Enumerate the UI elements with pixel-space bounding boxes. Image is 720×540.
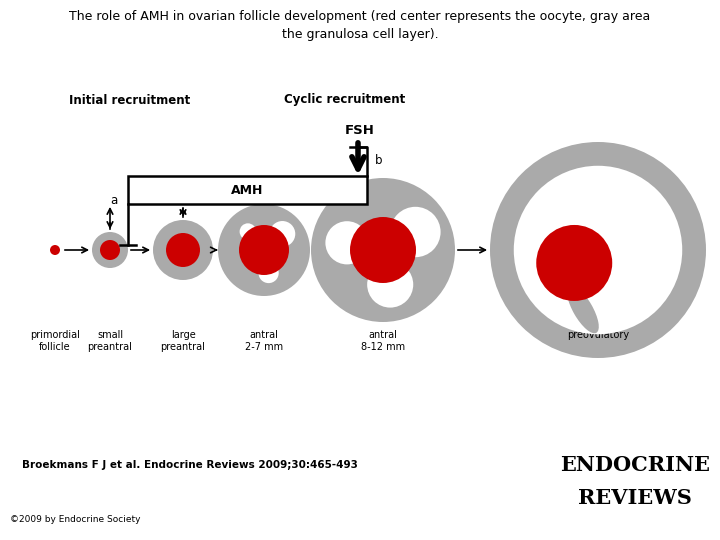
Circle shape <box>367 261 413 308</box>
Circle shape <box>239 225 289 275</box>
Text: Cyclic recruitment: Cyclic recruitment <box>284 93 405 106</box>
Circle shape <box>153 220 213 280</box>
Text: ENDOCRINE: ENDOCRINE <box>560 455 710 475</box>
Circle shape <box>258 263 279 283</box>
Text: REVIEWS: REVIEWS <box>578 488 692 508</box>
Text: antral
2-7 mm: antral 2-7 mm <box>245 330 283 353</box>
Circle shape <box>92 232 128 268</box>
Circle shape <box>311 178 455 322</box>
Circle shape <box>218 204 310 296</box>
Bar <box>128 176 367 204</box>
Text: primordial
follicle: primordial follicle <box>30 330 80 353</box>
Text: small
preantral: small preantral <box>88 330 132 353</box>
Circle shape <box>100 240 120 260</box>
Circle shape <box>50 245 60 255</box>
Text: the granulosa cell layer).: the granulosa cell layer). <box>282 28 438 41</box>
Circle shape <box>540 228 609 298</box>
Circle shape <box>325 221 369 265</box>
Circle shape <box>166 233 200 267</box>
Text: The role of AMH in ovarian follicle development (red center represents the oocyt: The role of AMH in ovarian follicle deve… <box>69 10 651 23</box>
Text: ©2009 by Endocrine Society: ©2009 by Endocrine Society <box>10 516 140 524</box>
Text: Broekmans F J et al. Endocrine Reviews 2009;30:465-493: Broekmans F J et al. Endocrine Reviews 2… <box>22 460 358 470</box>
Text: preovulatory: preovulatory <box>567 330 629 340</box>
Text: b: b <box>375 153 383 166</box>
Circle shape <box>390 207 441 257</box>
Circle shape <box>490 142 706 358</box>
Ellipse shape <box>567 286 599 333</box>
Text: FSH: FSH <box>345 124 375 137</box>
Circle shape <box>536 225 612 301</box>
Text: large
preantral: large preantral <box>161 330 205 353</box>
Text: AMH: AMH <box>231 184 264 197</box>
Text: Initial recruitment: Initial recruitment <box>69 93 191 106</box>
Circle shape <box>240 224 256 240</box>
Circle shape <box>269 221 295 247</box>
Circle shape <box>514 166 683 334</box>
Circle shape <box>350 217 416 283</box>
Text: antral
8-12 mm: antral 8-12 mm <box>361 330 405 353</box>
Text: a: a <box>110 193 117 206</box>
